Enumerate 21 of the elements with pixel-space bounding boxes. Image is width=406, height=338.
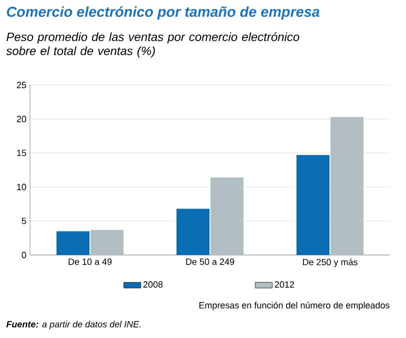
y-tick-label: 20: [16, 116, 26, 122]
x-tick-label: De 250 y más: [302, 258, 358, 268]
bar: [330, 116, 364, 255]
bar: [210, 177, 244, 255]
y-tick-label: 15: [17, 150, 26, 156]
text: Fuente: a partir de datos del INE.: [6, 320, 140, 330]
chart-title: Comercio electrónico por tamaño de empresa: [6, 6, 320, 20]
bar: [176, 208, 210, 255]
x-tick-label: De 50 a 249: [186, 258, 234, 265]
y-tick-label: 5: [22, 218, 26, 224]
y-tick-label: 25: [16, 82, 26, 88]
y-tick-label: 0: [22, 252, 26, 258]
x-axis-title: Empresas en función del número de empleados: [199, 302, 390, 310]
legend-label: 2008: [143, 281, 163, 288]
bar: [296, 155, 330, 255]
bar: [56, 231, 90, 255]
x-tick-label: De 10 a 49: [68, 258, 112, 265]
y-tick-label: 10: [17, 184, 26, 190]
legend-label: 2012: [274, 281, 294, 288]
chart-subtitle: Peso promedio de las ventas por comercio electrónico sobre el total de ventas (%): [6, 32, 300, 58]
bar: [90, 230, 124, 255]
